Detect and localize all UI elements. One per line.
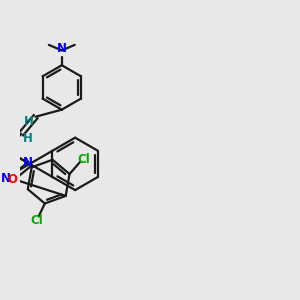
Text: O: O (8, 173, 18, 186)
Text: H: H (24, 115, 34, 128)
Text: Cl: Cl (78, 153, 90, 166)
Text: N: N (57, 42, 67, 55)
Text: N: N (1, 172, 10, 185)
Text: H: H (23, 132, 33, 145)
Text: N: N (23, 156, 33, 169)
Text: Cl: Cl (31, 214, 44, 226)
